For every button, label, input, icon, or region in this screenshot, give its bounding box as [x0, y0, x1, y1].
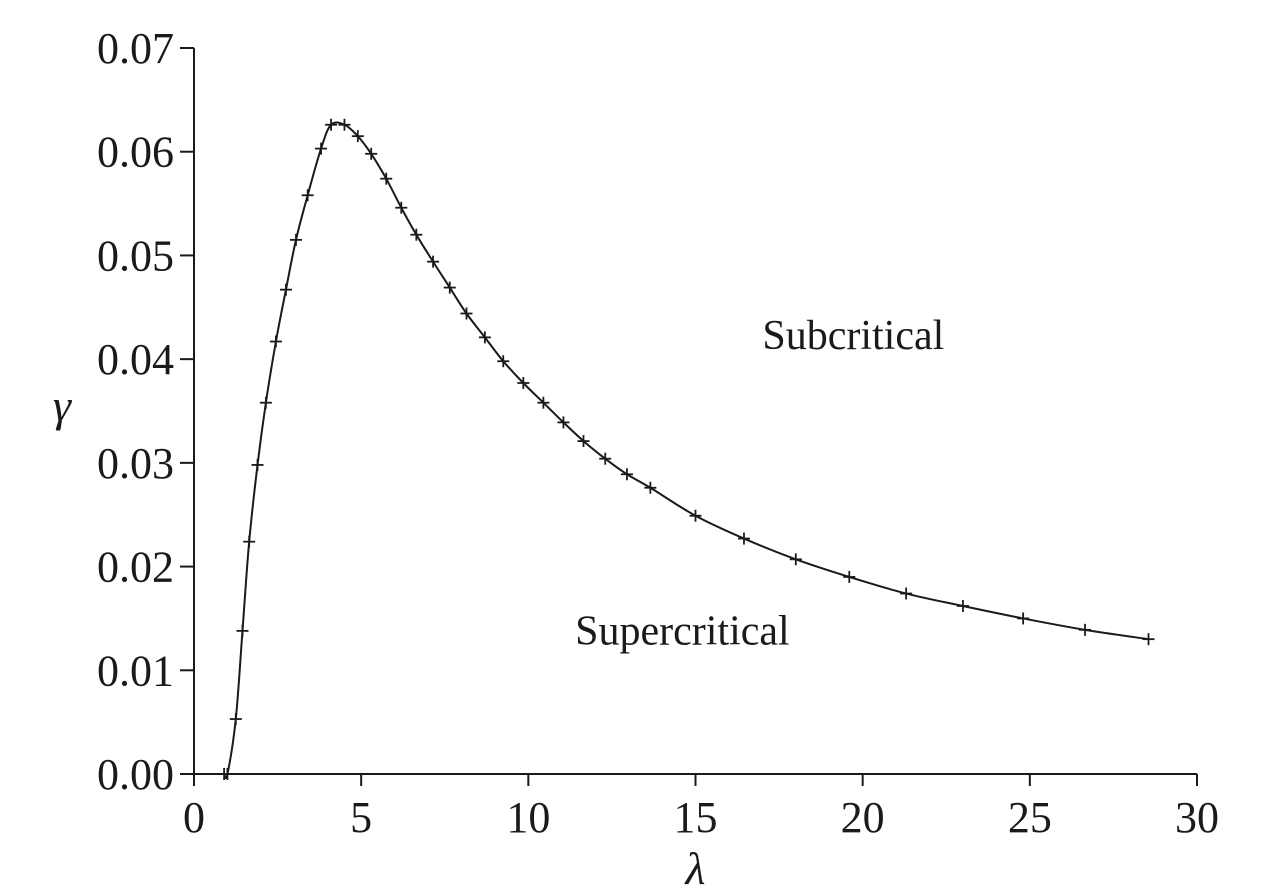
y-tick-label: 0.04 [97, 335, 174, 384]
x-tick-label: 10 [506, 793, 550, 842]
y-ticks: 0.00 0.01 0.02 0.03 0.04 0.05 0.06 0.07 [97, 24, 194, 799]
data-point-marker [325, 118, 338, 131]
data-point-marker [251, 458, 264, 471]
data-point-marker [269, 335, 282, 348]
data-point-marker [365, 147, 378, 160]
data-point-marker [843, 570, 856, 583]
y-tick-label: 0.01 [97, 646, 174, 695]
y-tick-label: 0.03 [97, 439, 174, 488]
annotation-supercritical: Supercritical [575, 608, 790, 654]
data-point-marker [259, 396, 272, 409]
data-point-marker [577, 435, 590, 448]
data-point-marker [236, 624, 249, 637]
y-tick-label: 0.00 [97, 750, 174, 799]
data-point-marker [517, 376, 530, 389]
axes [193, 48, 1197, 775]
data-point-marker [599, 452, 612, 465]
data-point-marker [1017, 612, 1030, 625]
data-point-marker [221, 768, 234, 780]
x-tick-label: 25 [1008, 793, 1052, 842]
data-point-marker [737, 532, 750, 545]
data-point-marker [537, 396, 550, 409]
x-ticks: 0 5 10 15 20 25 30 [183, 774, 1219, 842]
x-tick-label: 20 [841, 793, 885, 842]
annotation-subcritical: Subcritical [762, 313, 944, 359]
data-point-marker [279, 283, 292, 296]
data-point-marker [380, 172, 393, 185]
x-tick-label: 30 [1175, 793, 1219, 842]
data-point-marker [557, 416, 570, 429]
data-point-marker [427, 255, 440, 268]
data-point-marker [229, 713, 242, 726]
y-tick-label: 0.05 [97, 231, 174, 280]
x-axis-label: λ [684, 843, 706, 890]
data-point-marker [789, 553, 802, 566]
series-line [223, 121, 1149, 780]
data-point-marker [410, 228, 423, 241]
data-point-marker [689, 509, 702, 522]
data-point-marker [460, 307, 473, 320]
data-point-marker [395, 201, 408, 214]
data-point-marker [478, 331, 491, 344]
x-tick-label: 15 [674, 793, 718, 842]
data-point-marker [1142, 633, 1155, 646]
data-point-marker [644, 481, 657, 494]
data-point-marker [443, 281, 456, 294]
data-point-marker [338, 118, 351, 131]
series-group [218, 118, 1155, 780]
data-point-marker [1078, 623, 1091, 636]
y-tick-label: 0.02 [97, 543, 174, 592]
x-tick-label: 5 [350, 793, 372, 842]
y-axis-label: γ [53, 380, 73, 431]
data-point-marker [315, 142, 328, 155]
data-point-marker [243, 535, 256, 548]
data-point-marker [497, 355, 510, 368]
data-point-marker [289, 233, 302, 246]
y-tick-label: 0.06 [97, 128, 174, 177]
data-point-marker [301, 189, 314, 202]
y-tick-label: 0.07 [97, 24, 174, 73]
x-tick-label: 0 [183, 793, 205, 842]
data-point-marker [956, 599, 969, 612]
data-point-marker [351, 130, 364, 143]
data-point-marker [900, 587, 913, 600]
data-point-marker [620, 468, 633, 481]
